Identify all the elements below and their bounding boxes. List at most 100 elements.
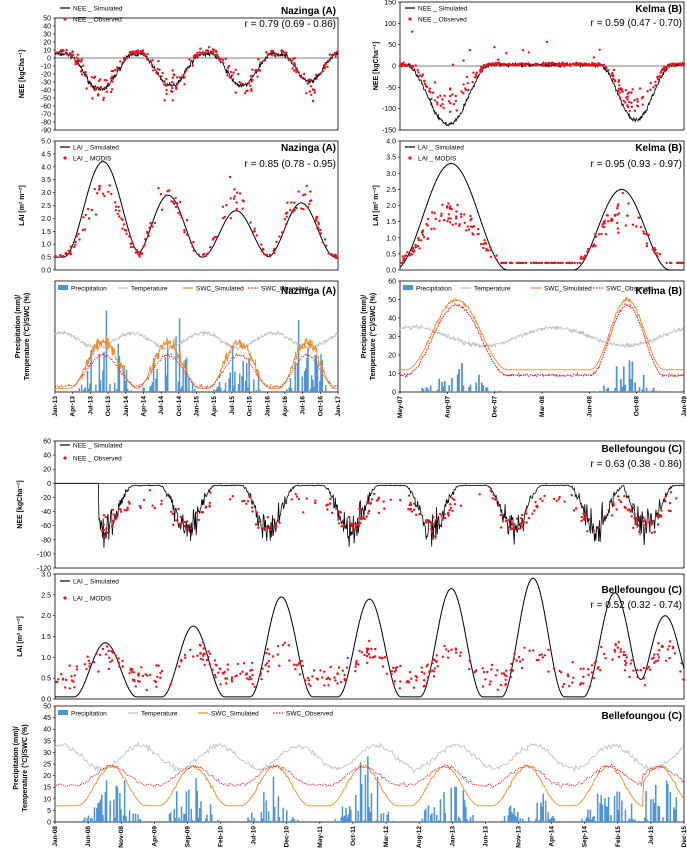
data-point (433, 81, 437, 84)
precip-bar (521, 818, 524, 822)
data-point (336, 672, 339, 676)
data-point (231, 495, 234, 498)
data-point (668, 656, 671, 660)
precip-bar (99, 799, 102, 822)
precip-bar (382, 813, 385, 822)
precip-bar (346, 817, 349, 822)
data-point (139, 506, 142, 509)
bel-lai-legend-sim: LAI _ Simulated (60, 579, 119, 586)
precip-bar (485, 387, 487, 392)
data-point (229, 70, 233, 74)
precip-bar (259, 389, 261, 392)
data-point (184, 656, 187, 659)
data-point (552, 62, 555, 65)
data-point (413, 502, 416, 505)
data-point (432, 516, 435, 519)
data-point (379, 656, 383, 660)
data-point (518, 62, 521, 66)
precip-bar (513, 808, 515, 822)
data-point (407, 508, 410, 511)
data-point (366, 512, 370, 515)
data-point (196, 54, 199, 58)
data-point (156, 675, 159, 679)
y-tick-label: 0.5 (41, 255, 51, 262)
data-point (309, 684, 312, 688)
data-point (143, 52, 146, 55)
data-point (149, 60, 152, 63)
data-point (268, 527, 271, 530)
data-point (587, 668, 590, 671)
data-point (94, 88, 97, 92)
data-point (656, 78, 660, 81)
nazinga-met-legend-swcobs: SWC_Observed (248, 286, 308, 293)
data-point (97, 188, 101, 191)
data-point (278, 521, 281, 525)
data-point (75, 665, 79, 668)
data-point (172, 202, 176, 205)
data-point (84, 213, 87, 217)
data-point (233, 195, 236, 198)
data-point (469, 214, 472, 218)
precip-bar (205, 818, 207, 822)
data-point (150, 63, 154, 66)
x-tick-label: Oct-11 (350, 826, 357, 846)
data-point (414, 243, 417, 247)
data-point (214, 676, 217, 679)
precip-bar (183, 813, 185, 822)
data-point (213, 659, 217, 662)
data-point (454, 222, 457, 225)
bel-lai-frame (54, 573, 685, 700)
data-point (102, 98, 105, 102)
data-point (234, 91, 237, 94)
data-point (449, 102, 452, 105)
data-point (390, 670, 394, 673)
data-point (250, 668, 254, 672)
data-point (496, 688, 499, 691)
data-point (651, 248, 654, 251)
precip-bar (231, 348, 234, 392)
x-tick-label: Nov-13 (515, 826, 522, 848)
data-point (541, 499, 544, 502)
precip-bar (122, 815, 125, 822)
data-point (367, 501, 370, 504)
data-point (328, 53, 331, 56)
data-point (138, 680, 141, 683)
data-point (219, 57, 223, 60)
precip-bar (229, 372, 231, 392)
precip-bar (98, 353, 101, 392)
data-point (206, 49, 210, 53)
data-point (139, 49, 142, 53)
data-point (223, 215, 226, 219)
data-point (449, 506, 453, 510)
data-point (630, 101, 633, 105)
data-point (580, 515, 583, 519)
precip-bar (220, 387, 222, 392)
data-point (221, 205, 225, 208)
data-point (541, 62, 544, 66)
data-point (415, 679, 418, 682)
data-point (269, 525, 273, 528)
data-point (447, 213, 451, 216)
precip-bar (253, 817, 255, 822)
bel-met-ylabel-1: Precipitation (mm)/ (13, 726, 20, 789)
data-point (558, 261, 562, 265)
data-point (617, 89, 620, 93)
data-point (96, 192, 99, 195)
data-point (105, 90, 109, 93)
data-point (421, 73, 425, 76)
y-tick-label: 3.5 (41, 177, 51, 184)
data-point (603, 219, 606, 222)
precip-bar (125, 816, 127, 822)
data-point (611, 74, 615, 77)
data-point (675, 497, 678, 500)
data-point (82, 64, 85, 67)
data-point (328, 678, 332, 681)
data-point (527, 516, 531, 520)
data-point (679, 670, 682, 673)
precip-bar (421, 387, 424, 392)
data-point (466, 82, 469, 85)
data-point (369, 501, 372, 504)
data-point (399, 62, 402, 65)
data-point (617, 212, 621, 215)
legend-swatch (63, 596, 67, 600)
